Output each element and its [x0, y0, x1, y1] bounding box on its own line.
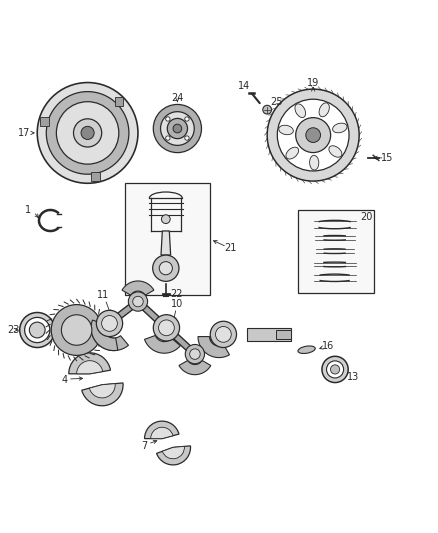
Text: 20: 20 — [360, 213, 373, 222]
Wedge shape — [151, 427, 173, 439]
Text: 23: 23 — [7, 325, 19, 335]
Circle shape — [166, 136, 170, 140]
Circle shape — [61, 315, 92, 345]
Circle shape — [20, 312, 55, 348]
Circle shape — [173, 124, 182, 133]
Circle shape — [215, 327, 231, 342]
Wedge shape — [162, 447, 184, 459]
Circle shape — [57, 102, 119, 164]
Circle shape — [162, 215, 170, 223]
Circle shape — [277, 99, 349, 171]
Wedge shape — [82, 383, 123, 406]
Polygon shape — [161, 231, 171, 255]
Circle shape — [133, 296, 143, 307]
Ellipse shape — [310, 155, 319, 170]
Circle shape — [159, 262, 173, 275]
Circle shape — [25, 317, 50, 343]
FancyBboxPatch shape — [115, 97, 124, 106]
Circle shape — [166, 117, 170, 121]
Circle shape — [326, 361, 343, 378]
Wedge shape — [89, 384, 115, 398]
Wedge shape — [69, 353, 110, 374]
Circle shape — [51, 304, 102, 356]
Text: 10: 10 — [171, 298, 184, 309]
Circle shape — [96, 310, 123, 336]
Text: 11: 11 — [97, 290, 109, 300]
Circle shape — [159, 320, 174, 336]
Bar — [298, 209, 374, 293]
Circle shape — [296, 118, 331, 152]
Text: 13: 13 — [347, 373, 360, 382]
Text: 15: 15 — [381, 153, 394, 163]
Bar — [125, 183, 210, 295]
Ellipse shape — [332, 123, 347, 133]
Text: 7: 7 — [141, 441, 148, 451]
FancyBboxPatch shape — [40, 117, 49, 126]
Circle shape — [153, 314, 180, 341]
Circle shape — [190, 349, 200, 359]
Text: 19: 19 — [307, 78, 319, 88]
Wedge shape — [156, 446, 191, 465]
Polygon shape — [122, 281, 154, 295]
Circle shape — [306, 128, 321, 142]
Text: 24: 24 — [171, 93, 184, 103]
Bar — [247, 328, 291, 341]
Ellipse shape — [295, 104, 306, 118]
Circle shape — [102, 316, 117, 332]
Polygon shape — [179, 360, 211, 375]
Polygon shape — [91, 320, 118, 351]
Circle shape — [29, 322, 45, 338]
Text: 14: 14 — [238, 80, 250, 91]
Ellipse shape — [286, 147, 299, 159]
Circle shape — [153, 104, 201, 152]
Text: 17: 17 — [18, 128, 30, 138]
Circle shape — [210, 321, 237, 348]
Polygon shape — [92, 329, 128, 351]
Circle shape — [330, 365, 340, 374]
Ellipse shape — [298, 346, 315, 353]
Wedge shape — [145, 421, 179, 439]
Circle shape — [153, 255, 179, 281]
Text: 4: 4 — [61, 375, 67, 385]
Ellipse shape — [279, 125, 293, 135]
Text: 1: 1 — [25, 205, 31, 215]
Circle shape — [128, 292, 148, 311]
Circle shape — [46, 92, 129, 174]
Bar — [276, 330, 291, 339]
Circle shape — [263, 106, 272, 114]
Text: 21: 21 — [224, 243, 236, 253]
Text: 16: 16 — [321, 341, 334, 351]
Ellipse shape — [319, 103, 329, 117]
Circle shape — [74, 119, 102, 147]
Circle shape — [322, 356, 348, 383]
Circle shape — [167, 118, 187, 139]
Ellipse shape — [329, 146, 342, 157]
Circle shape — [185, 136, 189, 140]
Circle shape — [185, 117, 189, 121]
Circle shape — [267, 89, 359, 181]
Circle shape — [185, 344, 205, 364]
Circle shape — [37, 83, 138, 183]
Polygon shape — [198, 336, 230, 358]
Circle shape — [160, 112, 194, 146]
FancyBboxPatch shape — [91, 172, 100, 181]
Text: 25: 25 — [271, 97, 283, 107]
Wedge shape — [77, 361, 103, 374]
Polygon shape — [145, 335, 180, 353]
Text: 22: 22 — [170, 289, 183, 300]
Circle shape — [81, 126, 94, 140]
